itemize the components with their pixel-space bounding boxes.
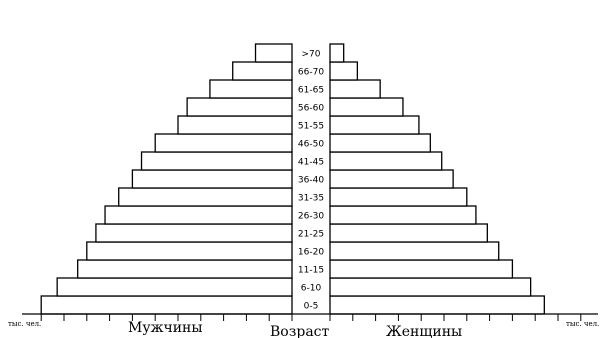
- bar-male-6-10: [56, 277, 293, 297]
- bar-male-66-70: [232, 61, 293, 81]
- age-label: 51-55: [298, 122, 324, 132]
- bar-female-36-40: [329, 169, 454, 189]
- bar-male-31-35: [118, 187, 293, 207]
- bar-male-21-25: [95, 223, 293, 243]
- bar-female-51-55: [329, 115, 420, 135]
- left-unit-label: тыс. чел.: [8, 320, 41, 328]
- bar-female-0-5: [329, 295, 545, 315]
- bar-female-46-50: [329, 133, 431, 153]
- age-label: >70: [302, 50, 321, 60]
- bar-female-41-45: [329, 151, 443, 171]
- bar-male-41-45: [140, 151, 293, 171]
- male-label: Мужчины: [128, 320, 203, 336]
- age-label: 16-20: [298, 248, 324, 258]
- bar-male-51-55: [177, 115, 293, 135]
- bar-female-61-65: [329, 79, 381, 99]
- bar-male-16-20: [86, 241, 293, 261]
- bar-male-46-50: [154, 133, 293, 153]
- age-label: 21-25: [298, 230, 324, 240]
- bar-male-26-30: [104, 205, 293, 225]
- age-label: 26-30: [298, 212, 324, 222]
- bar-female-56-60: [329, 97, 404, 117]
- age-labels: 0-5 6-10 11-15 16-20 21-25 26-30 31-35 36-40 41-…: [298, 50, 324, 312]
- bar-female-11-15: [329, 259, 514, 279]
- age-label: 0-5: [304, 302, 319, 312]
- bar-female-31-35: [329, 187, 468, 207]
- age-label: 41-45: [298, 158, 324, 168]
- bar-male->70: [254, 43, 293, 63]
- bar-male-61-65: [209, 79, 293, 99]
- bar-male-56-60: [186, 97, 293, 117]
- age-label: 66-70: [298, 68, 324, 78]
- bar-female-6-10: [329, 277, 532, 297]
- age-label: 31-35: [298, 194, 324, 204]
- bar-female-21-25: [329, 223, 488, 243]
- bar-male-11-15: [77, 259, 293, 279]
- bar-male-0-5: [40, 295, 293, 315]
- male-bars: [40, 43, 293, 315]
- bar-female->70: [329, 43, 345, 63]
- age-label: 46-50: [298, 140, 324, 150]
- age-axis-label: Возраст: [270, 324, 330, 338]
- bar-female-26-30: [329, 205, 477, 225]
- bar-female-66-70: [329, 61, 359, 81]
- female-label: Женщины: [386, 324, 462, 338]
- bar-female-16-20: [329, 241, 500, 261]
- bar-male-36-40: [131, 169, 293, 189]
- x-axis: [22, 313, 598, 321]
- age-label: 56-60: [298, 104, 324, 114]
- age-label: 61-65: [298, 86, 324, 96]
- age-label: 36-40: [298, 176, 324, 186]
- right-unit-label: тыс. чел.: [566, 320, 599, 328]
- female-bars: [329, 43, 545, 315]
- age-label: 6-10: [301, 284, 322, 294]
- age-label: 11-15: [298, 266, 324, 276]
